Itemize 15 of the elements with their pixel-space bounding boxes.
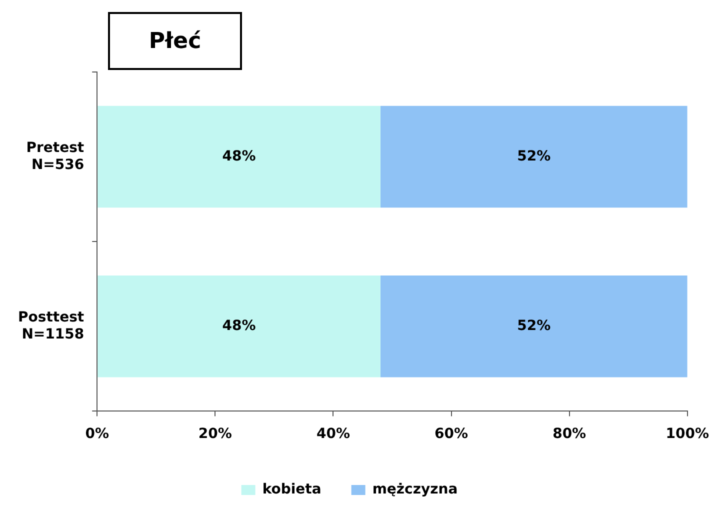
chart-title: Płeć — [108, 12, 242, 70]
x-tick-label: 80% — [552, 426, 586, 442]
x-tick-label: 100% — [666, 426, 710, 442]
data-label: 52% — [517, 148, 551, 164]
y-tick-label: Posttest N=1158 — [18, 310, 84, 342]
y-tick-label: Pretest N=536 — [26, 140, 84, 173]
data-label: 52% — [517, 318, 551, 334]
legend-label: kobieta — [262, 482, 322, 498]
x-tick-label: 0% — [85, 426, 110, 442]
x-tick-label: 20% — [198, 426, 232, 442]
x-tick-label: 40% — [316, 426, 350, 442]
x-tick-label: 60% — [434, 426, 468, 442]
data-label: 48% — [222, 318, 256, 334]
legend-label: mężczyzna — [372, 482, 458, 498]
data-label: 48% — [222, 148, 256, 164]
